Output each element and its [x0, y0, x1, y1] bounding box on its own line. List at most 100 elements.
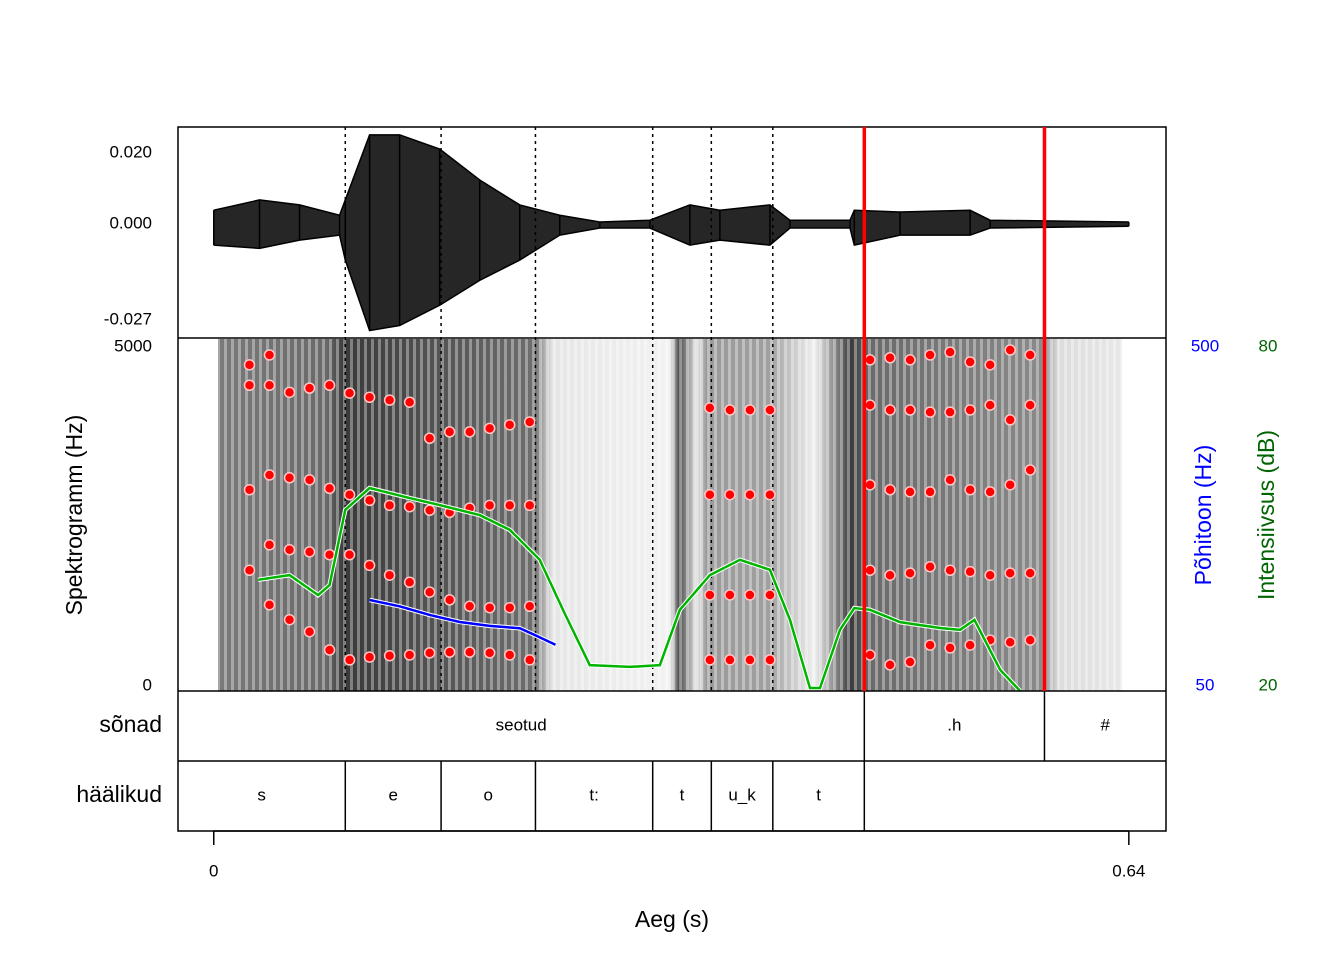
- tier-label: o: [484, 785, 493, 804]
- formant-point: [323, 644, 336, 656]
- formant-point: [864, 354, 876, 366]
- formant-point: [904, 656, 916, 668]
- tier-name: sõnad: [99, 711, 162, 737]
- formant-point: [463, 646, 476, 658]
- formant-point: [984, 359, 996, 371]
- pitch-line: [369, 598, 557, 646]
- formant-point: [263, 469, 276, 481]
- formant-point: [243, 359, 256, 371]
- formant-point: [964, 484, 976, 496]
- formant-point: [523, 654, 536, 666]
- formant-point: [884, 484, 896, 496]
- formant-point: [323, 379, 336, 392]
- formant-point: [924, 639, 936, 651]
- waveform-tick-label: 0.020: [109, 142, 152, 161]
- formant-point: [724, 589, 736, 601]
- formant-point: [984, 399, 996, 411]
- formant-point: [383, 394, 396, 406]
- formant-point: [1004, 414, 1016, 426]
- formant-point: [904, 404, 916, 416]
- formant-point: [724, 488, 736, 501]
- formant-point: [443, 426, 456, 438]
- tier-label: e: [388, 785, 397, 804]
- formant-point: [263, 539, 276, 551]
- formant-point: [303, 546, 316, 558]
- formant-point: [383, 499, 396, 512]
- formant-point: [423, 647, 436, 659]
- formant-point: [744, 404, 756, 416]
- tier-label: u_k: [728, 785, 756, 804]
- formant-point: [483, 601, 496, 614]
- formant-point: [303, 625, 316, 638]
- formant-point: [924, 486, 936, 498]
- formant-point: [403, 396, 416, 408]
- formant-point: [1024, 399, 1036, 411]
- formant-point: [243, 379, 256, 392]
- formant-point: [263, 349, 276, 361]
- waveform-tick-label: -0.027: [104, 310, 152, 329]
- formant-point: [704, 488, 716, 501]
- y-tick-label: 5000: [114, 336, 152, 355]
- formant-point: [383, 649, 396, 662]
- tier-label: .h: [947, 715, 961, 734]
- formant-point: [503, 601, 516, 614]
- waveform-fill: [213, 134, 1129, 331]
- pitch-axis-label: Põhitoon (Hz): [1190, 445, 1216, 586]
- formant-point: [243, 484, 256, 496]
- formant-point: [864, 649, 876, 661]
- formant-point: [744, 654, 756, 666]
- formant-point: [523, 499, 536, 512]
- formant-point: [924, 560, 936, 573]
- tier-label: #: [1100, 715, 1110, 734]
- formant-point: [523, 416, 536, 428]
- formant-point: [503, 649, 516, 661]
- formant-point: [403, 500, 416, 513]
- formant-point: [904, 567, 916, 579]
- formant-point: [764, 654, 776, 666]
- formant-point: [463, 600, 476, 613]
- pitch-tick-label: 50: [1196, 675, 1215, 694]
- formant-point: [904, 486, 916, 498]
- formant-point: [403, 649, 416, 661]
- formant-point: [423, 504, 436, 517]
- intensity-line: [257, 486, 1022, 692]
- formant-point: [343, 654, 356, 666]
- formant-point: [483, 647, 496, 659]
- formant-point: [423, 586, 436, 598]
- formant-point: [483, 499, 496, 512]
- formant-point: [884, 404, 896, 416]
- tier-label: t: [680, 785, 685, 804]
- formant-point: [443, 594, 456, 606]
- formant-point: [964, 565, 976, 578]
- formant-point: [944, 642, 956, 654]
- formant-point: [283, 472, 296, 484]
- formant-point: [463, 426, 476, 438]
- tier-label: t:: [589, 785, 598, 804]
- formant-point: [403, 576, 416, 589]
- formant-point: [1004, 479, 1016, 491]
- formant-point: [263, 379, 276, 392]
- pitch-tick-label: 500: [1191, 336, 1219, 355]
- formant-point: [423, 432, 436, 445]
- formant-point: [363, 559, 376, 572]
- tier-name: häälikud: [76, 781, 162, 807]
- waveform-tick-label: 0.000: [109, 214, 152, 233]
- formant-point: [884, 659, 896, 671]
- formant-point: [303, 474, 316, 486]
- x-tick-label: 0: [209, 861, 218, 880]
- x-tick-label: 0.64: [1112, 861, 1145, 880]
- formant-point: [744, 589, 756, 601]
- formant-point: [764, 488, 776, 501]
- formant-point: [343, 548, 356, 561]
- formant-point: [363, 391, 376, 404]
- formant-point: [724, 654, 736, 666]
- formant-point: [303, 382, 316, 394]
- formant-point: [904, 354, 916, 366]
- formant-point: [1004, 344, 1016, 356]
- formant-point: [964, 639, 976, 651]
- formant-point: [964, 404, 976, 416]
- formant-point: [283, 613, 296, 626]
- y-axis-label: Spektrogramm (Hz): [61, 415, 87, 616]
- formant-point: [263, 599, 276, 611]
